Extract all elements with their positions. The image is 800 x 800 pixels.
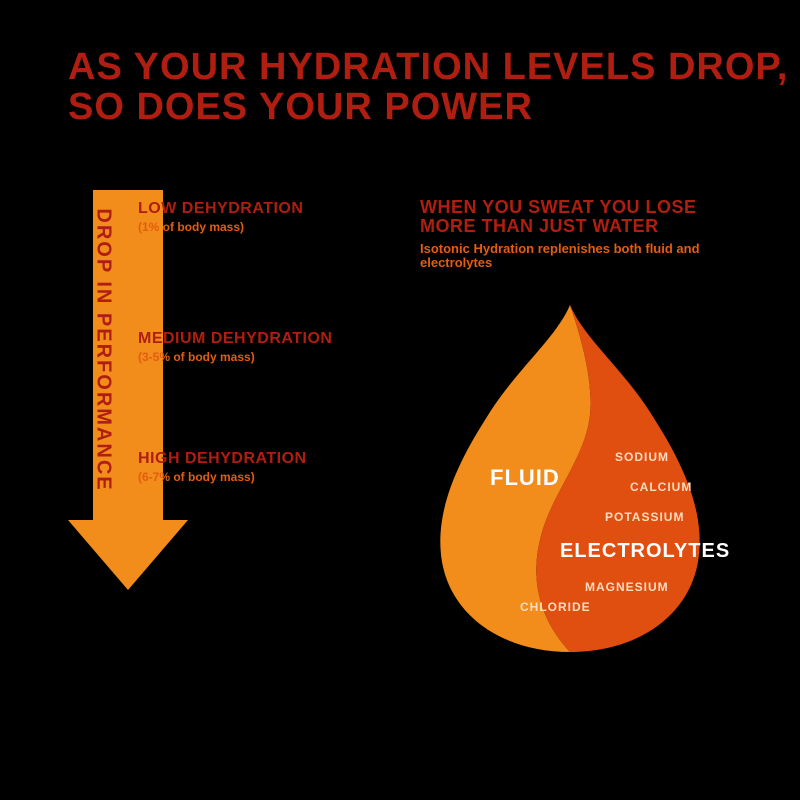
tick-sub: (1% of body mass) (138, 220, 388, 234)
mineral-chloride: CHLORIDE (520, 600, 591, 614)
tick-sub: (3-5% of body mass) (138, 350, 388, 364)
fluid-label: FLUID (490, 465, 560, 491)
tick-high: HIGH DEHYDRATION (6-7% of body mass) (138, 450, 388, 484)
mineral-calcium: CALCIUM (630, 480, 692, 494)
arrow-icon (68, 190, 188, 590)
right-heading: WHEN YOU SWEAT YOU LOSE MORE THAN JUST W… (420, 198, 740, 270)
mineral-sodium: SODIUM (615, 450, 669, 464)
arrow-label: DROP IN PERFORMANCE (92, 208, 115, 491)
tick-mark (118, 458, 138, 461)
tick-title: LOW DEHYDRATION (138, 200, 388, 218)
tick-low: LOW DEHYDRATION (1% of body mass) (138, 200, 388, 234)
water-drop: FLUID ELECTROLYTES SODIUM CALCIUM POTASS… (420, 300, 720, 660)
tick-mark (118, 338, 138, 341)
tick-medium: MEDIUM DEHYDRATION (3-5% of body mass) (138, 330, 388, 364)
electrolytes-label: ELECTROLYTES (560, 540, 730, 563)
tick-mark (118, 208, 138, 211)
right-title: WHEN YOU SWEAT YOU LOSE MORE THAN JUST W… (420, 198, 740, 236)
right-sub: Isotonic Hydration replenishes both flui… (420, 242, 740, 271)
tick-title: MEDIUM DEHYDRATION (138, 330, 388, 348)
tick-title: HIGH DEHYDRATION (138, 450, 388, 468)
mineral-magnesium: MAGNESIUM (585, 580, 669, 594)
main-title: AS YOUR HYDRATION LEVELS DROP, SO DOES Y… (68, 48, 800, 128)
performance-arrow: DROP IN PERFORMANCE (68, 190, 148, 590)
tick-sub: (6-7% of body mass) (138, 470, 388, 484)
mineral-potassium: POTASSIUM (605, 510, 684, 524)
